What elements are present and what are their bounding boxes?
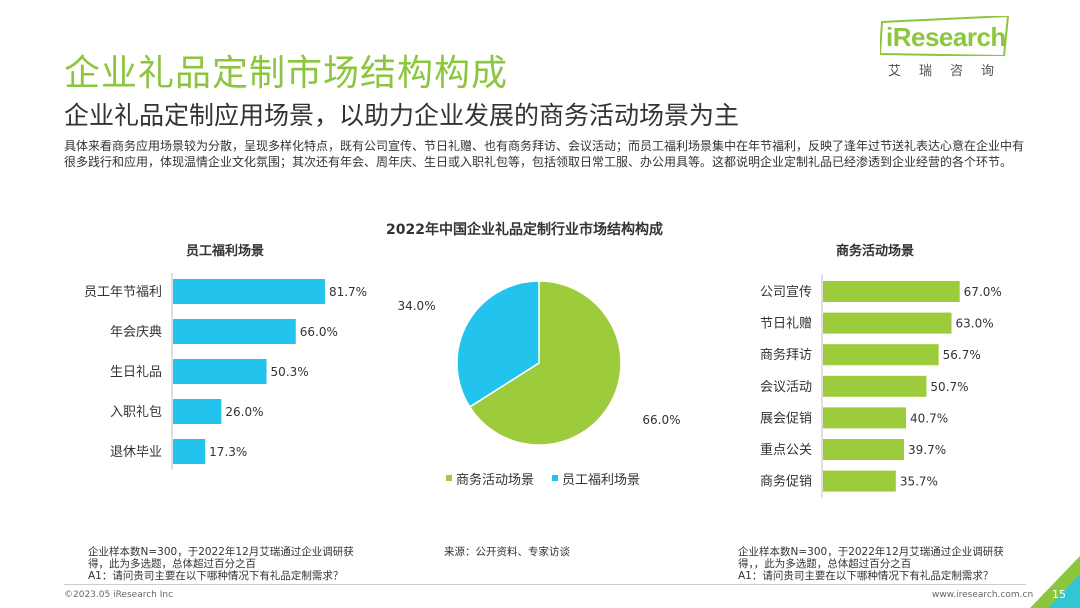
bar-category-label: 退休毕业 [110,445,162,460]
logo-text: iResearch [886,22,1006,52]
bar-category-label: 商务促销 [760,474,812,490]
bar-value-label: 39.7% [908,443,946,457]
corner-decoration [1030,556,1080,608]
bar [823,312,952,334]
bar [173,439,206,464]
bar [823,281,960,302]
right-chart-title: 商务活动场景 [836,244,915,259]
bar [823,407,907,429]
legend-label: 员工福利场景 [562,473,640,488]
bar-value-label: 67.0% [964,285,1002,299]
bar [823,344,939,366]
bar-category-label: 生日礼品 [110,364,162,380]
right-bar-chart: 公司宣传 67.0% 节日礼赠 63.0% 商务拜访 56.7% 会议活动 50.7% 展会促销… [760,275,1002,498]
logo-banner-shape [880,16,1010,56]
page-number: 15 [1052,588,1066,601]
bar-value-label: 35.7% [900,475,938,489]
right-note: 企业样本数N=300，于2022年12月艾瑞通过企业调研获得，，此为多选题，总体… [738,546,1028,582]
footer-copyright: ©2023.05 iResearch Inc [64,590,174,600]
left-note-text: 企业样本数N=300，于2022年12月艾瑞通过企业调研获得，此为多选题，总体超… [88,546,354,582]
pie-value-label: 34.0% [397,299,435,313]
bar [823,470,896,492]
legend-label: 商务活动场景 [456,472,534,488]
source-note: 来源：公开资料、专家访谈 [444,546,570,558]
bar [823,439,904,460]
bar [173,279,325,304]
page-title: 企业礼品定制市场结构构成 [64,53,509,94]
left-bar-chart: 员工年节福利 81.7% 年会庆典 66.0% 生日礼品 50.3% 入职礼包 26.0% 退休… [84,273,367,470]
bar-category-label: 商务拜访 [760,347,812,363]
bar-value-label: 56.7% [943,348,981,362]
left-chart-title: 员工福利场景 [186,244,265,259]
pie-value-label: 66.0% [642,413,680,427]
bar-value-label: 40.7% [910,411,948,425]
legend-swatch [552,475,558,481]
bar-value-label: 63.0% [956,317,994,331]
bar-category-label: 入职礼包 [110,404,162,420]
bar-category-label: 重点公关 [760,442,812,458]
page-subtitle: 企业礼品定制应用场景，以助力企业发展的商务活动场景为主 [64,101,740,130]
pie-legend: 商务活动场景 员工福利场景 [446,472,640,488]
bar-value-label: 50.3% [271,365,309,379]
right-note-text: 企业样本数N=300，于2022年12月艾瑞通过企业调研获得，，此为多选题，总体… [738,546,1004,582]
bar [173,359,267,384]
pie-slice [456,280,540,408]
pie-slice [468,280,622,446]
iresearch-logo: iResearch 艾瑞咨询 [880,14,1020,80]
logo-cn-text: 艾瑞咨询 [888,64,1013,79]
legend-swatch [446,475,452,481]
bar-category-label: 员工年节福利 [84,285,162,300]
page-description: 具体来看商务应用场景较为分散，呈现多样化特点，既有公司宣传、节日礼赠、也有商务拜… [64,139,1025,169]
footer-divider [64,584,1026,585]
bar [173,399,222,424]
bar [173,319,296,344]
pie-chart-title: 2022年中国企业礼品定制行业市场结构构成 [386,222,663,238]
bar-value-label: 50.7% [930,380,968,394]
bar-value-label: 66.0% [300,325,338,339]
bar-category-label: 节日礼赠 [760,316,812,332]
bar-value-label: 81.7% [329,285,367,299]
bar-category-label: 会议活动 [760,380,812,395]
bar-category-label: 公司宣传 [760,284,812,300]
bar-category-label: 展会促销 [760,411,812,426]
footer-url: www.iresearch.com.cn [932,590,1034,600]
bar-value-label: 26.0% [225,405,263,419]
left-note: 企业样本数N=300，于2022年12月艾瑞通过企业调研获得，此为多选题，总体超… [88,546,358,582]
bar-category-label: 年会庆典 [110,325,162,340]
bar [823,375,927,397]
pie-chart: 66.0% 34.0% [397,280,681,446]
bar-value-label: 17.3% [209,445,247,459]
